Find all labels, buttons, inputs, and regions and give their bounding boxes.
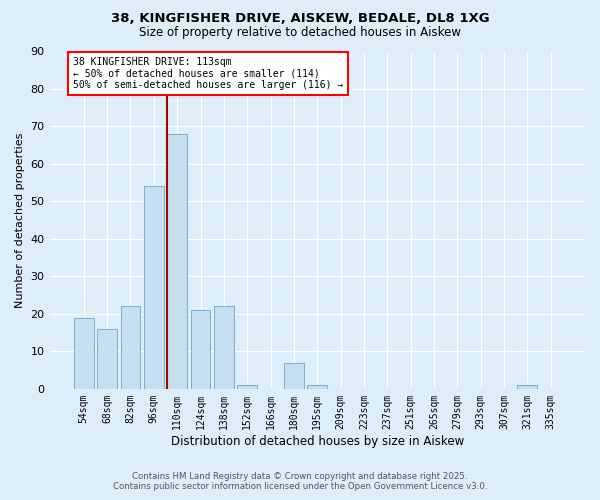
Bar bbox=[121, 306, 140, 389]
Y-axis label: Number of detached properties: Number of detached properties bbox=[15, 132, 25, 308]
Bar bbox=[517, 385, 538, 389]
Bar bbox=[167, 134, 187, 389]
Bar bbox=[74, 318, 94, 389]
Bar bbox=[307, 385, 327, 389]
Text: Contains HM Land Registry data © Crown copyright and database right 2025.: Contains HM Land Registry data © Crown c… bbox=[132, 472, 468, 481]
Bar bbox=[214, 306, 234, 389]
Bar bbox=[144, 186, 164, 389]
Text: Contains public sector information licensed under the Open Government Licence v3: Contains public sector information licen… bbox=[113, 482, 487, 491]
Text: 38, KINGFISHER DRIVE, AISKEW, BEDALE, DL8 1XG: 38, KINGFISHER DRIVE, AISKEW, BEDALE, DL… bbox=[110, 12, 490, 26]
Bar bbox=[191, 310, 211, 389]
X-axis label: Distribution of detached houses by size in Aiskew: Distribution of detached houses by size … bbox=[170, 434, 464, 448]
Text: Size of property relative to detached houses in Aiskew: Size of property relative to detached ho… bbox=[139, 26, 461, 39]
Bar bbox=[238, 385, 257, 389]
Text: 38 KINGFISHER DRIVE: 113sqm
← 50% of detached houses are smaller (114)
50% of se: 38 KINGFISHER DRIVE: 113sqm ← 50% of det… bbox=[73, 57, 344, 90]
Bar bbox=[284, 362, 304, 389]
Bar bbox=[97, 329, 117, 389]
